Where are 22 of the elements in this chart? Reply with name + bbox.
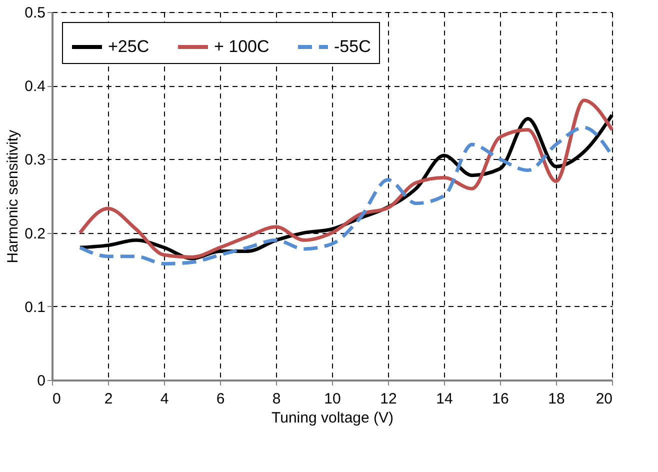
x-tick-label: 0 — [52, 390, 61, 408]
y-tick-label: 0.1 — [24, 298, 46, 316]
x-tick-label: 20 — [596, 390, 612, 408]
x-tick-label: 16 — [492, 390, 509, 408]
y-tick-label: 0.5 — [24, 4, 46, 22]
x-tick-label: 10 — [324, 390, 341, 408]
y-axis-title: Harmonic sensitivity — [4, 129, 22, 264]
x-tick-label: 12 — [380, 390, 397, 408]
x-axis-title: Tuning voltage (V) — [271, 410, 394, 426]
y-tick-label: 0 — [37, 372, 46, 390]
y-tick-label: 0.4 — [24, 78, 46, 96]
x-tick-label: 2 — [104, 390, 113, 408]
y-tick-label: 0.2 — [24, 225, 46, 242]
legend-label: +25C — [108, 37, 150, 56]
y-tick-label: 0.3 — [24, 152, 46, 169]
x-tick-label: 8 — [272, 390, 281, 408]
x-tick-label: 18 — [548, 390, 565, 408]
legend-label: -55C — [334, 37, 371, 56]
legend-label: + 100C — [214, 37, 270, 56]
x-tick-label: 4 — [160, 390, 169, 408]
x-tick-label: 6 — [216, 390, 225, 408]
x-tick-label: 14 — [436, 390, 453, 408]
